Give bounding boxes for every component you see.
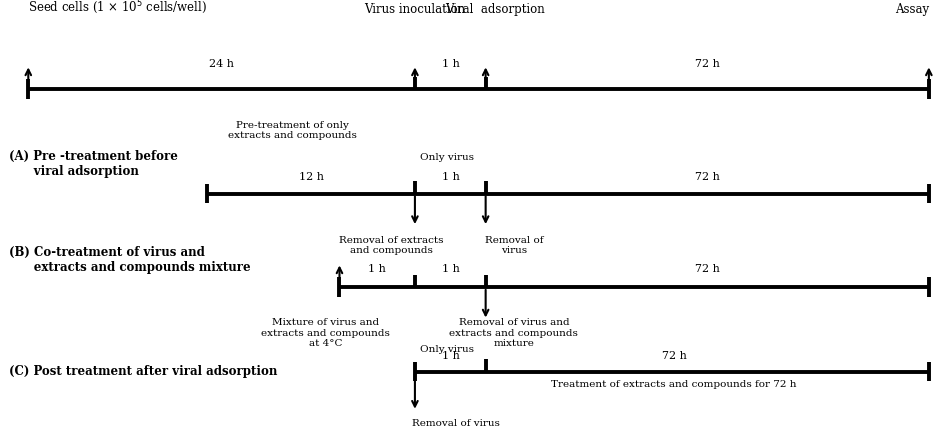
Text: Seed cells (1 × 10$^5$ cells/well): Seed cells (1 × 10$^5$ cells/well) (28, 0, 207, 16)
Text: 72 h: 72 h (662, 352, 687, 361)
Text: Assay: Assay (895, 3, 929, 16)
Text: Mixture of virus and
extracts and compounds
at 4°C: Mixture of virus and extracts and compou… (261, 318, 389, 348)
Text: (B) Co-treatment of virus and
      extracts and compounds mixture: (B) Co-treatment of virus and extracts a… (9, 246, 251, 274)
Text: 1 h: 1 h (442, 264, 459, 274)
Text: Viral  adsorption: Viral adsorption (445, 3, 545, 16)
Text: 1 h: 1 h (442, 59, 459, 69)
Text: 72 h: 72 h (695, 59, 720, 69)
Text: Treatment of extracts and compounds for 72 h: Treatment of extracts and compounds for … (552, 380, 797, 389)
Text: (C) Post treatment after viral adsorption: (C) Post treatment after viral adsorptio… (9, 365, 278, 378)
Text: 1 h: 1 h (442, 352, 459, 361)
Text: 72 h: 72 h (695, 172, 720, 182)
Text: Removal of virus: Removal of virus (412, 419, 501, 428)
Text: Pre-treatment of only
extracts and compounds: Pre-treatment of only extracts and compo… (228, 121, 356, 140)
Text: Removal of
virus: Removal of virus (485, 236, 543, 255)
Text: Removal of virus and
extracts and compounds
mixture: Removal of virus and extracts and compou… (450, 318, 578, 348)
Text: (A) Pre -treatment before
      viral adsorption: (A) Pre -treatment before viral adsorpti… (9, 150, 178, 178)
Text: 24 h: 24 h (209, 59, 234, 69)
Text: Removal of extracts
and compounds: Removal of extracts and compounds (339, 236, 443, 255)
Text: Only virus: Only virus (420, 345, 473, 354)
Text: Only virus: Only virus (420, 154, 473, 162)
Text: 1 h: 1 h (442, 172, 459, 182)
Text: 12 h: 12 h (299, 172, 323, 182)
Text: Virus inoculation: Virus inoculation (364, 3, 466, 16)
Text: 1 h: 1 h (369, 264, 386, 274)
Text: 72 h: 72 h (695, 264, 720, 274)
